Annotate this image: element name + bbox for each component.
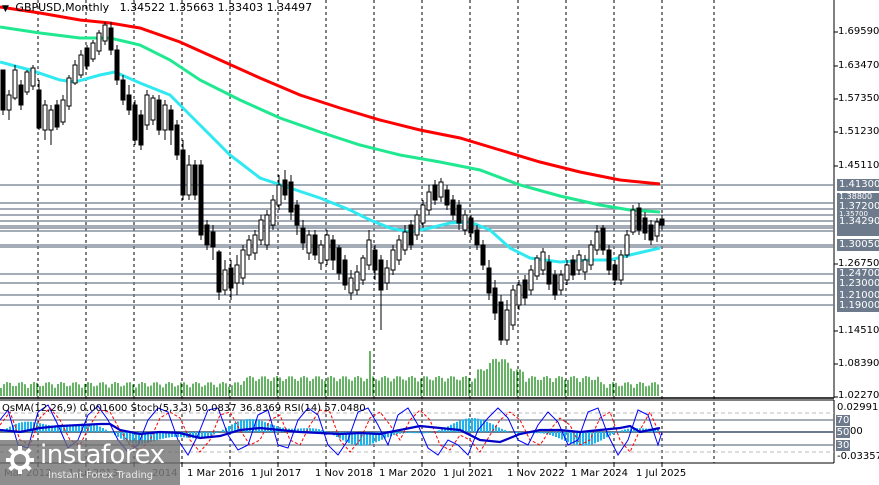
indicator-title: OsMA(12,26,9) 0.001600 Stoch(5,3,3) 50.0… (2, 403, 366, 414)
price-tick: 1.02270 (838, 390, 879, 401)
chart-header: ▼ GBPUSD,Monthly 1.34522 1.35663 1.33403… (2, 1, 312, 14)
level-label: 1.23000 (837, 278, 879, 290)
price-tick: 1.69590 (838, 26, 879, 37)
date-tick: 1 Mar 2020 (379, 468, 437, 479)
logo-brand: instaforex (40, 440, 165, 470)
price-tick: 1.14510 (838, 325, 879, 336)
date-tick: 1 Mar 2016 (187, 468, 245, 479)
low-price: 1.33403 (217, 1, 264, 14)
price-tick: 1.08390 (838, 358, 879, 369)
osc-top-value: 0.029916 (837, 402, 879, 413)
level-label: 1.41300 (837, 179, 879, 191)
price-tick: 1.63470 (838, 60, 879, 71)
osc-bottom-value: -0.033574 (837, 451, 879, 462)
level-label: 1.34290 (837, 216, 879, 228)
level-label: 1.30050 (837, 239, 879, 251)
volume-bars (0, 351, 659, 396)
level-label: 1.21000 (837, 290, 879, 302)
osc-level-30: 30 (836, 440, 850, 451)
instaforex-logo: instaforex Instant Forex Trading (0, 440, 180, 485)
logo-tagline: Instant Forex Trading (48, 470, 154, 481)
osc-level-70: 70 (836, 415, 850, 426)
main-chart-area[interactable] (0, 0, 834, 398)
collapse-arrow-icon[interactable]: ▼ (2, 4, 9, 14)
level-label: 1.24700 (837, 268, 879, 280)
date-tick: 1 Nov 2022 (507, 468, 565, 479)
rsi-line (0, 422, 661, 444)
vertical-gridlines (37, 0, 715, 463)
level-label: 1.19000 (837, 300, 879, 312)
close-price: 1.34497 (266, 1, 313, 14)
gear-logo-icon (6, 446, 34, 474)
date-tick: 1 Jul 2021 (443, 468, 494, 479)
price-tick: 1.57350 (838, 93, 879, 104)
osc-level-50: 50 (836, 427, 850, 438)
date-tick: 1 Nov 2018 (315, 468, 373, 479)
date-tick: 1 Mar 2024 (571, 468, 629, 479)
price-tick: 1.51230 (838, 126, 879, 137)
level-label: 1.35700 (837, 211, 879, 217)
open-price: 1.34522 (119, 1, 166, 14)
high-price: 1.35663 (168, 1, 215, 14)
date-tick: 1 Jul 2017 (251, 468, 302, 479)
price-tick: 1.45110 (838, 160, 879, 171)
level-label: 1.37200 (837, 201, 879, 213)
symbol-timeframe: GBPUSD,Monthly (15, 1, 110, 14)
price-axis-ticks (834, 31, 838, 398)
date-tick: 1 Jul 2025 (636, 468, 687, 479)
level-label: 1.38800 (837, 193, 879, 201)
price-tick: 1.26750 (838, 258, 879, 269)
osc-mid-value: 00 (850, 426, 863, 437)
level-label-blank (837, 228, 879, 236)
candlesticks[interactable] (0, 22, 665, 345)
